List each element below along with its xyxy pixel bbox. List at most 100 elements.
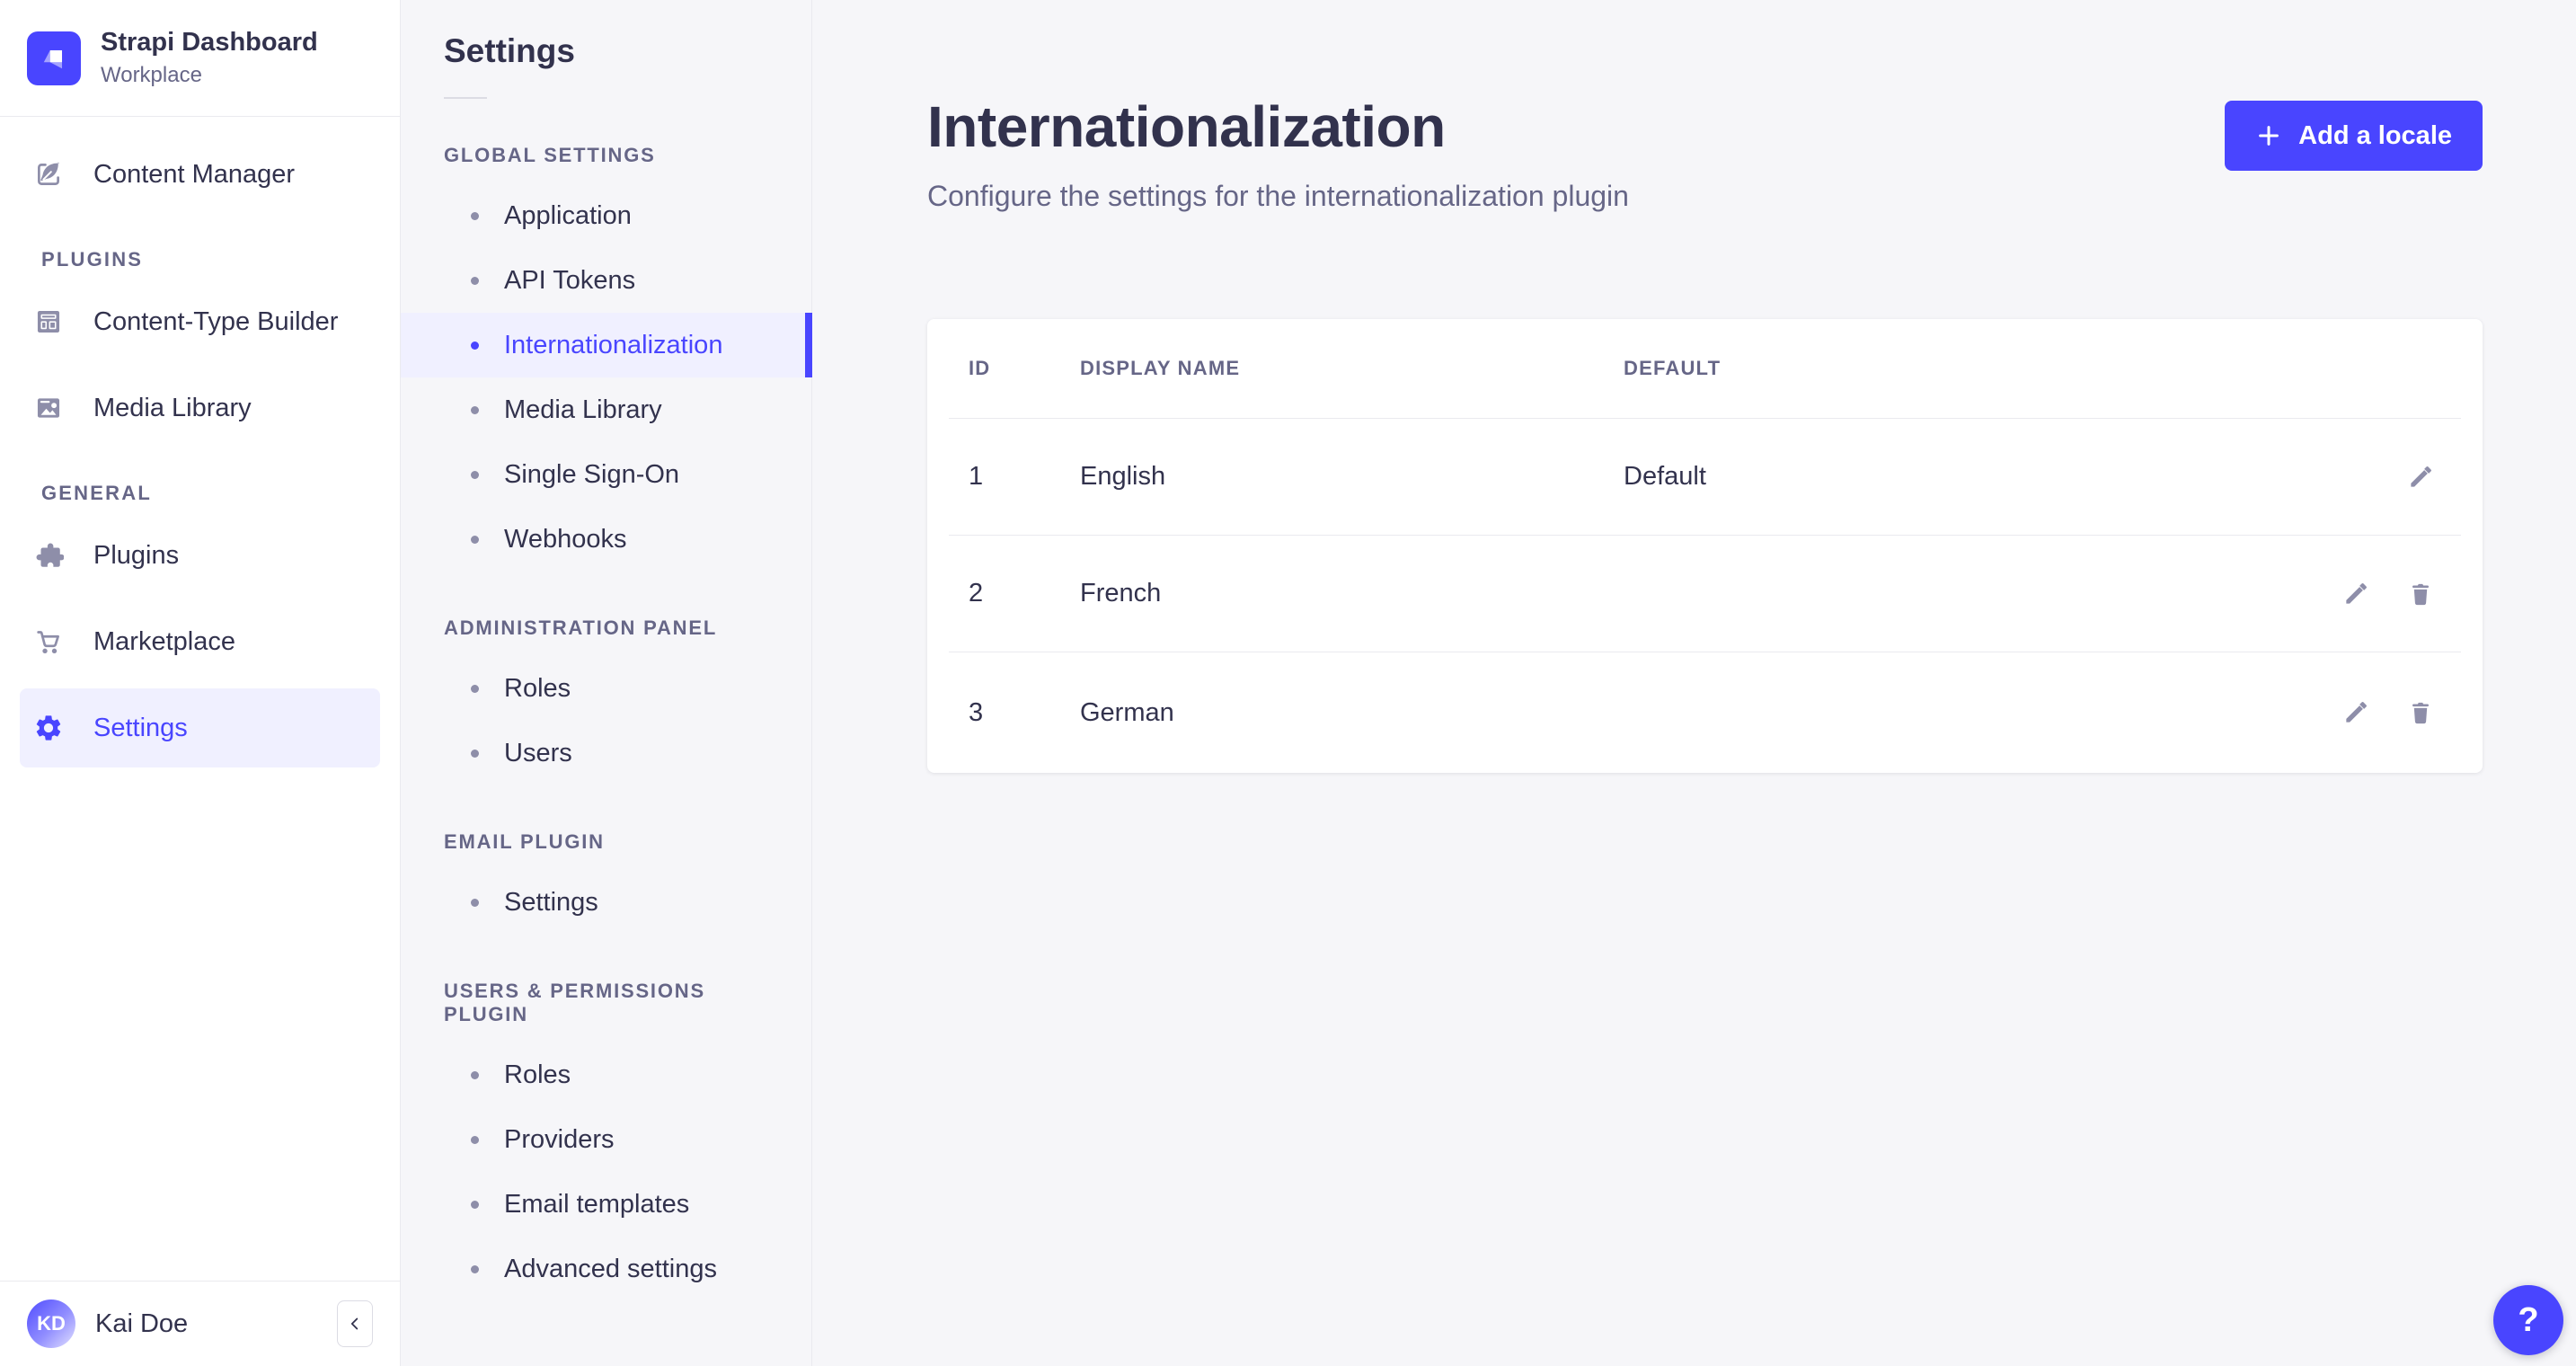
sidebar-item-label: Settings (93, 713, 188, 742)
pencil-icon (2341, 580, 2370, 608)
locales-table-card: ID DISPLAY NAME DEFAULT 1 English Defaul… (927, 319, 2483, 773)
subnav-item-label: Users (504, 738, 572, 767)
avatar[interactable]: KD (27, 1299, 75, 1348)
bullet-dot-icon (471, 535, 479, 544)
edit-locale-button[interactable] (2335, 573, 2377, 615)
row-actions (2297, 692, 2441, 733)
sidebar-item-plugins[interactable]: Plugins (20, 516, 380, 595)
subnav-item-single-sign-on[interactable]: Single Sign-On (401, 442, 811, 507)
strapi-logo-icon (27, 31, 81, 85)
sidebar-item-content-manager[interactable]: Content Manager (20, 135, 380, 214)
subnav-divider (444, 97, 487, 99)
bullet-dot-icon (471, 1135, 479, 1144)
subnav-item-label: Settings (504, 887, 598, 917)
table-header-row: ID DISPLAY NAME DEFAULT (949, 319, 2461, 419)
subnav-section-administration-panel: ADMINISTRATION PANEL (444, 616, 718, 639)
add-locale-button-label: Add a locale (2298, 120, 2452, 150)
brand-subtitle: Workplace (101, 62, 202, 87)
subnav-section-email-plugin: EMAIL PLUGIN (444, 830, 605, 853)
bullet-dot-icon (471, 211, 479, 220)
edit-locale-button[interactable] (2335, 692, 2377, 733)
delete-locale-button[interactable] (2400, 692, 2441, 733)
subnav-item-label: Roles (504, 1060, 571, 1089)
subnav-item-label: Email templates (504, 1189, 690, 1219)
subnav-item-label: Media Library (504, 395, 662, 424)
puzzle-icon (32, 539, 65, 572)
chevron-left-icon (345, 1314, 365, 1334)
subnav-item-up-roles[interactable]: Roles (401, 1042, 811, 1107)
row-actions (2297, 457, 2441, 498)
subnav-item-label: Single Sign-On (504, 459, 680, 489)
add-locale-button[interactable]: Add a locale (2225, 101, 2483, 171)
plus-icon (2255, 122, 2282, 149)
sidebar-item-label: Plugins (93, 540, 180, 570)
page-header: Internationalization Configure the setti… (927, 93, 2483, 213)
bullet-dot-icon (471, 341, 479, 350)
user-name: Kai Doe (95, 1308, 189, 1338)
subnav-item-label: API Tokens (504, 265, 636, 295)
subnav-item-advanced-settings[interactable]: Advanced settings (401, 1237, 811, 1301)
help-button[interactable]: ? (2493, 1285, 2563, 1355)
sidebar-item-marketplace[interactable]: Marketplace (20, 602, 380, 681)
subnav-item-api-tokens[interactable]: API Tokens (401, 248, 811, 313)
bullet-dot-icon (471, 405, 479, 414)
collapse-sidebar-button[interactable] (337, 1300, 373, 1347)
nav-section-plugins: PLUGINS (41, 248, 144, 271)
table-row: 2 French (949, 536, 2461, 652)
sidebar-item-settings[interactable]: Settings (20, 688, 380, 767)
sidebar-item-content-type-builder[interactable]: Content-Type Builder (20, 282, 380, 361)
bullet-dot-icon (471, 749, 479, 758)
brand-text: Strapi Dashboard Workplace (101, 28, 318, 87)
cell-display-name: English (1080, 462, 1166, 491)
feather-pen-icon (32, 158, 65, 191)
settings-subnav: Settings GLOBAL SETTINGS Application API… (401, 0, 812, 1366)
pencil-icon (2406, 463, 2435, 492)
shopping-cart-icon (32, 625, 65, 658)
sidebar-footer: KD Kai Doe (0, 1281, 400, 1366)
subnav-item-admin-users[interactable]: Users (401, 721, 811, 785)
column-header-display-name: DISPLAY NAME (1080, 357, 1241, 379)
column-header-default: DEFAULT (1624, 357, 1722, 379)
main-content: Internationalization Configure the setti… (812, 0, 2576, 1366)
cell-id: 2 (969, 579, 984, 608)
subnav-item-media-library[interactable]: Media Library (401, 377, 811, 442)
cell-display-name: French (1080, 579, 1162, 608)
main-nav-list: Content Manager PLUGINS Content-Type Bui… (0, 117, 400, 1281)
picture-icon (32, 392, 65, 424)
sidebar-item-media-library[interactable]: Media Library (20, 368, 380, 448)
layout-grid-icon (32, 306, 65, 338)
column-header-id: ID (969, 357, 991, 379)
subnav-item-internationalization[interactable]: Internationalization (401, 313, 812, 377)
bullet-dot-icon (471, 684, 479, 693)
cell-id: 3 (969, 697, 984, 727)
subnav-item-label: Webhooks (504, 524, 627, 554)
subnav-item-application[interactable]: Application (401, 183, 811, 248)
bullet-dot-icon (471, 1200, 479, 1209)
table-row: 1 English Default (949, 419, 2461, 536)
sidebar-item-label: Media Library (93, 393, 252, 422)
delete-locale-button[interactable] (2400, 573, 2441, 615)
bullet-dot-icon (471, 1070, 479, 1079)
bullet-dot-icon (471, 1264, 479, 1273)
bullet-dot-icon (471, 898, 479, 907)
subnav-item-label: Advanced settings (504, 1254, 717, 1283)
subnav-title: Settings (444, 32, 575, 69)
subnav-item-label: Internationalization (504, 330, 723, 359)
subnav-item-email-settings[interactable]: Settings (401, 870, 811, 935)
edit-locale-button[interactable] (2400, 457, 2441, 498)
sidebar-item-label: Content Manager (93, 159, 296, 189)
page-subtitle: Configure the settings for the internati… (927, 180, 1629, 212)
bullet-dot-icon (471, 276, 479, 285)
subnav-item-providers[interactable]: Providers (401, 1107, 811, 1172)
subnav-item-email-templates[interactable]: Email templates (401, 1172, 811, 1237)
main-sidebar: Strapi Dashboard Workplace Content Manag… (0, 0, 401, 1366)
table-row: 3 German (949, 652, 2461, 773)
subnav-item-label: Roles (504, 673, 571, 703)
cell-display-name: German (1080, 697, 1174, 727)
cell-id: 1 (969, 462, 984, 491)
subnav-item-webhooks[interactable]: Webhooks (401, 507, 811, 572)
cell-default: Default (1624, 462, 1706, 491)
sidebar-item-label: Content-Type Builder (93, 306, 339, 336)
subnav-item-admin-roles[interactable]: Roles (401, 656, 811, 721)
brand-title: Strapi Dashboard (101, 28, 318, 58)
